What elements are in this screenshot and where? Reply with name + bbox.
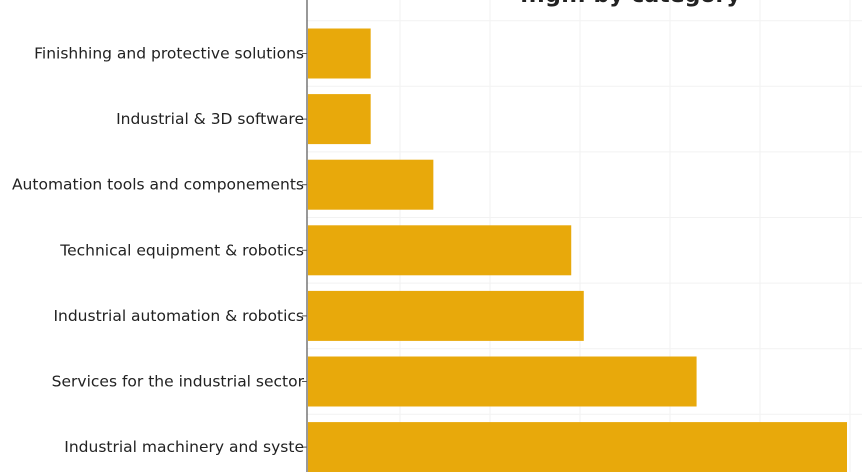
bars-group bbox=[308, 28, 847, 472]
y-ticks bbox=[302, 53, 307, 448]
category-label: Technical equipment & robotics bbox=[59, 241, 304, 259]
category-label: Services for the industrial sector bbox=[52, 373, 305, 391]
category-label: Industrial automation & robotics bbox=[53, 307, 304, 325]
category-label: Industrial machinery and syste bbox=[64, 438, 304, 456]
category-label: Industrial & 3D software bbox=[116, 110, 304, 128]
bar[interactable] bbox=[308, 28, 371, 79]
bar[interactable] bbox=[308, 225, 572, 276]
chart-title: ...g... by category bbox=[520, 0, 741, 8]
category-labels: Finishhing and protective solutions Indus… bbox=[12, 45, 305, 457]
bar[interactable] bbox=[308, 94, 371, 145]
gridlines bbox=[307, 0, 862, 472]
category-label: Automation tools and componements bbox=[12, 176, 304, 194]
bar[interactable] bbox=[308, 290, 584, 341]
bar[interactable] bbox=[308, 356, 697, 407]
category-label: Finishhing and protective solutions bbox=[34, 45, 304, 63]
bar[interactable] bbox=[308, 159, 434, 210]
bar[interactable] bbox=[308, 422, 847, 472]
